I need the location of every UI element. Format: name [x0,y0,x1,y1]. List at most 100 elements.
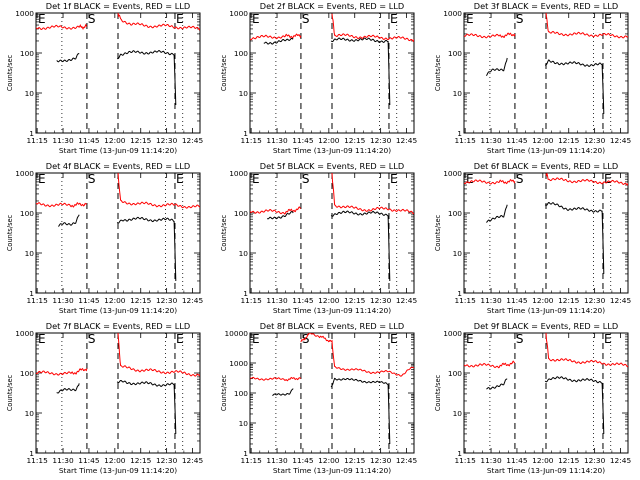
y-tick-label: 100 [20,49,34,58]
x-tick-label: 12:30 [156,296,178,305]
x-tick-label: 12:00 [532,296,554,305]
y-axis-label: Counts/sec [434,214,442,251]
y-tick-label: 1000 [229,169,248,178]
x-tick-label: 12:30 [156,136,178,145]
x-axis-label: Start Time (13-Jun-09 11:14:20) [59,146,177,155]
lld-series-line-seg1 [250,376,302,382]
lld-series-line-seg1 [36,202,88,208]
end-marker-e: E [604,172,612,186]
y-tick-label: 10 [25,249,35,258]
x-tick-label: 12:15 [344,136,366,145]
lld-series-line-seg1 [464,179,516,185]
corner-label-e: E [38,332,46,346]
events-series-line-seg1 [266,211,294,220]
chart-title: Det 2f BLACK = Events, RED = LLD [260,1,404,11]
y-axis-label: Counts/sec [434,374,442,411]
chart-title: Det 3f BLACK = Events, RED = LLD [474,1,618,11]
events-series-line-seg2 [330,210,391,282]
corner-label-e: E [252,172,260,186]
lld-series-line-seg2 [545,13,628,39]
plot-frame [249,12,415,134]
y-tick-label: 100 [234,49,248,58]
events-series-line-seg1 [56,383,80,394]
events-series-line-seg2 [330,377,391,445]
events-series-line-seg1 [486,204,508,223]
x-tick-label: 12:15 [344,296,366,305]
x-tick-label: 11:45 [78,136,100,145]
y-tick-label: 10 [453,409,463,418]
chart-title: Det 7f BLACK = Events, RED = LLD [46,321,190,331]
lld-series-line-seg2 [117,173,200,209]
chart-title: Det 6f BLACK = Events, RED = LLD [474,161,618,171]
x-tick-label: 12:15 [558,296,580,305]
y-axis-label: Counts/sec [220,54,228,91]
y-axis-label: Counts/sec [220,214,228,251]
x-tick-label: 11:30 [480,136,502,145]
lld-series-line-seg1 [36,23,88,31]
x-tick-label: 11:30 [266,456,288,465]
x-axis-label: Start Time (13-Jun-09 11:14:20) [487,306,605,315]
x-tick-label: 12:15 [344,456,366,465]
events-series-line-seg1 [485,57,508,76]
y-tick-label: 100 [20,369,34,378]
start-marker-s: S [516,12,524,26]
y-tick-label: 1000 [229,359,248,368]
y-tick-label: 1 [29,129,34,138]
chart-panel-6: Det 6f BLACK = Events, RED = LLD 1 10 100 10… [434,161,631,315]
x-axis-label: Start Time (13-Jun-09 11:14:20) [273,146,391,155]
x-tick-label: 11:30 [52,136,74,145]
x-tick-label: 12:30 [370,296,392,305]
y-tick-label: 10 [453,89,463,98]
lld-series-line-seg1 [250,33,302,41]
x-tick-label: 12:45 [182,456,204,465]
end-marker-e: E [390,172,398,186]
x-tick-label: 11:45 [292,296,314,305]
lld-series-line-seg1 [36,367,88,376]
x-tick-label: 11:15 [240,456,262,465]
start-marker-s: S [88,332,96,346]
x-tick-label: 12:30 [584,456,606,465]
x-tick-label: 11:30 [266,296,288,305]
x-tick-label: 11:30 [266,136,288,145]
lld-series-line-seg2 [117,333,200,377]
lld-series-line-seg2 [117,13,200,31]
chart-panel-3: Det 3f BLACK = Events, RED = LLD 1 10 100 10… [434,1,631,155]
y-tick-label: 1000 [443,9,462,18]
x-tick-label: 12:00 [532,136,554,145]
x-axis-label: Start Time (13-Jun-09 11:14:20) [273,466,391,475]
lld-series-line-seg2 [300,333,414,377]
x-tick-label: 12:00 [318,136,340,145]
end-marker-e: E [176,172,184,186]
x-tick-label: 11:15 [454,296,476,305]
x-tick-label: 12:30 [156,456,178,465]
chart-panel-4: Det 4f BLACK = Events, RED = LLD 1 10 100 10… [6,161,203,315]
x-tick-label: 12:30 [584,296,606,305]
events-series-line-seg2 [117,49,177,106]
lld-series-line-seg1 [464,32,516,39]
x-tick-label: 12:00 [104,456,126,465]
y-axis-label: Counts/sec [220,374,228,411]
y-tick-label: 1 [243,449,248,458]
y-tick-label: 1 [243,289,248,298]
x-tick-label: 11:15 [26,456,48,465]
x-tick-label: 11:30 [52,456,74,465]
y-tick-label: 10 [453,249,463,258]
events-series-line-seg1 [272,388,294,397]
x-tick-label: 12:00 [104,296,126,305]
x-tick-label: 11:15 [26,136,48,145]
y-axis-label: Counts/sec [6,54,14,91]
plot-frame [463,172,629,294]
lld-series-line-seg2 [545,173,628,186]
events-series-line-seg1 [56,53,80,63]
y-tick-label: 10 [239,249,249,258]
x-tick-label: 12:15 [558,456,580,465]
y-tick-label: 10 [239,419,249,428]
x-tick-label: 11:15 [26,296,48,305]
x-tick-label: 12:15 [130,296,152,305]
chart-title: Det 9f BLACK = Events, RED = LLD [474,321,618,331]
y-tick-label: 1 [29,449,34,458]
events-series-line-seg2 [544,376,605,434]
y-axis-label: Counts/sec [6,374,14,411]
x-tick-label: 11:45 [78,456,100,465]
x-axis-label: Start Time (13-Jun-09 11:14:20) [273,306,391,315]
